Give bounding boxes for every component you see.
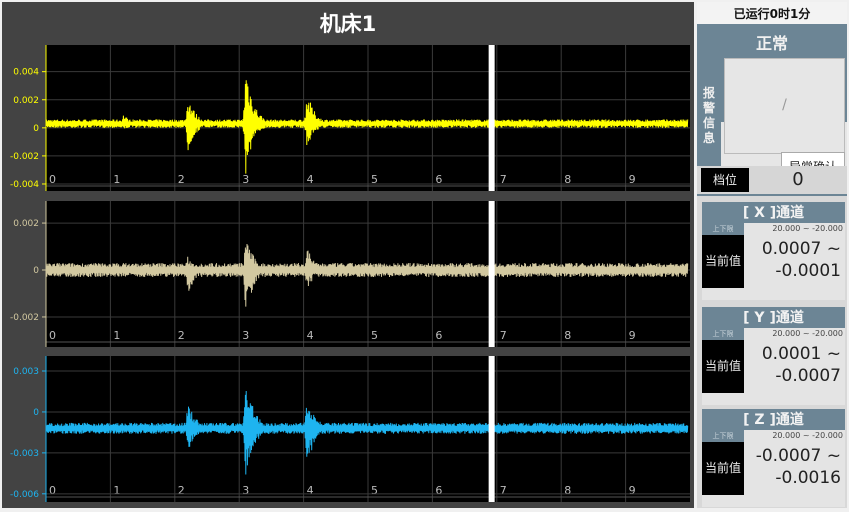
x-tick-label: 5 bbox=[371, 173, 378, 186]
y-tick-label: 0 bbox=[33, 408, 39, 418]
x-tick-label: 7 bbox=[500, 484, 507, 497]
x-tick-label: 9 bbox=[629, 329, 636, 342]
limit-value: 20.000 ~ -20.000 bbox=[772, 224, 843, 233]
signal-series bbox=[45, 80, 689, 174]
x-tick-label: 6 bbox=[435, 329, 442, 342]
x-tick-label: 4 bbox=[307, 484, 314, 497]
alarm-info-label: 报警信息 bbox=[703, 86, 716, 145]
x-tick-label: 1 bbox=[113, 173, 120, 186]
x-tick-label: 4 bbox=[307, 329, 314, 342]
y-tick-label: -0.003 bbox=[10, 449, 39, 459]
limit-value: 20.000 ~ -20.000 bbox=[772, 329, 843, 338]
y-tick-label: -0.002 bbox=[10, 152, 39, 162]
y-tick-label: 0.004 bbox=[13, 68, 39, 78]
y-channel-card: [ Y ]通道 上下限 20.000 ~ -20.000 当前值 0.0001 … bbox=[702, 307, 845, 405]
y-tick-label: 0 bbox=[33, 124, 39, 134]
x-tick-label: 0 bbox=[49, 329, 56, 342]
x-channel-plot: 0 1 2 3 4 5 6 7 8 9 0.004 0.002 0 -0.002 -0.004 bbox=[2, 41, 694, 191]
limit-value: 20.000 ~ -20.000 bbox=[772, 431, 843, 440]
current-high: 0.0007 ~ bbox=[761, 239, 841, 259]
signal-series bbox=[45, 390, 689, 475]
chart-panel: 机床1 0 1 2 3 4 5 6 7 8 9 0.004 0.002 0 -0.002 -0.004 0 1… bbox=[2, 2, 694, 508]
channel-title: [ Y ]通道 bbox=[702, 307, 845, 328]
status-sidebar: 已运行0时1分 正常 报警信息 / 异常确认 档位 0 [ X ]通道 上下限 … bbox=[697, 2, 847, 508]
x-tick-label: 2 bbox=[178, 173, 185, 186]
channel-title: [ Z ]通道 bbox=[702, 409, 845, 430]
x-tick-label: 5 bbox=[371, 329, 378, 342]
x-tick-label: 9 bbox=[629, 173, 636, 186]
x-tick-label: 1 bbox=[113, 484, 120, 497]
current-low: -0.0001 bbox=[775, 261, 841, 281]
gear-label: 档位 bbox=[701, 168, 749, 192]
y-tick-label: 0.002 bbox=[13, 96, 39, 106]
z-channel-plot: 0 1 2 3 4 5 6 7 8 9 0.003 0 -0.003 -0.006 bbox=[2, 352, 694, 502]
x-tick-label: 0 bbox=[49, 173, 56, 186]
limit-label: 上下限 bbox=[702, 223, 744, 235]
x-tick-label: 3 bbox=[242, 329, 249, 342]
current-high: -0.0007 ~ bbox=[755, 446, 841, 466]
current-value: 0.0001 ~ -0.0007 bbox=[746, 343, 841, 387]
current-value: -0.0007 ~ -0.0016 bbox=[746, 445, 841, 489]
current-label: 当前值 bbox=[702, 442, 744, 495]
cursor-line bbox=[488, 201, 495, 347]
y-tick-label: -0.004 bbox=[10, 180, 39, 190]
runtime-label: 已运行0时1分 bbox=[697, 2, 847, 24]
x-tick-label: 8 bbox=[564, 173, 571, 186]
x-tick-label: 8 bbox=[564, 484, 571, 497]
alarm-info-value: / bbox=[782, 97, 787, 113]
x-tick-label: 8 bbox=[564, 329, 571, 342]
y-tick-label: -0.002 bbox=[10, 313, 39, 323]
current-value: 0.0007 ~ -0.0001 bbox=[746, 238, 841, 282]
x-tick-label: 0 bbox=[49, 484, 56, 497]
limit-label: 上下限 bbox=[702, 430, 744, 442]
y-tick-label: 0.002 bbox=[13, 219, 39, 229]
y-channel-plot: 0 1 2 3 4 5 6 7 8 9 0.002 0 -0.002 bbox=[2, 197, 694, 347]
status-text: 正常 bbox=[755, 34, 788, 53]
current-low: -0.0016 bbox=[775, 468, 841, 488]
y-tick-label: -0.006 bbox=[10, 490, 39, 500]
current-high: 0.0001 ~ bbox=[761, 344, 841, 364]
machine-title: 机床1 bbox=[319, 12, 377, 36]
current-low: -0.0007 bbox=[775, 366, 841, 386]
z-channel-card: [ Z ]通道 上下限 20.000 ~ -20.000 当前值 -0.0007… bbox=[702, 409, 845, 507]
x-tick-label: 3 bbox=[242, 173, 249, 186]
x-tick-label: 2 bbox=[178, 484, 185, 497]
limit-label: 上下限 bbox=[702, 328, 744, 340]
x-tick-label: 6 bbox=[435, 484, 442, 497]
x-tick-label: 7 bbox=[500, 329, 507, 342]
x-tick-label: 2 bbox=[178, 329, 185, 342]
channel-title: [ X ]通道 bbox=[702, 202, 845, 223]
gear-value: 0 bbox=[792, 169, 804, 190]
x-tick-label: 5 bbox=[371, 484, 378, 497]
x-tick-label: 6 bbox=[435, 173, 442, 186]
x-tick-label: 4 bbox=[307, 173, 314, 186]
x-tick-label: 9 bbox=[629, 484, 636, 497]
x-tick-label: 3 bbox=[242, 484, 249, 497]
cursor-line bbox=[488, 356, 495, 502]
x-tick-label: 7 bbox=[500, 173, 507, 186]
x-tick-label: 1 bbox=[113, 329, 120, 342]
y-tick-label: 0.003 bbox=[13, 367, 39, 377]
alarm-info-box: / bbox=[724, 58, 845, 154]
x-channel-card: [ X ]通道 上下限 20.000 ~ -20.000 当前值 0.0007 … bbox=[702, 202, 845, 300]
cursor-line bbox=[488, 45, 495, 191]
current-label: 当前值 bbox=[702, 235, 744, 288]
current-label: 当前值 bbox=[702, 340, 744, 393]
signal-series bbox=[45, 243, 689, 307]
gear-row: 档位 0 bbox=[697, 166, 847, 194]
y-tick-label: 0 bbox=[33, 266, 39, 276]
